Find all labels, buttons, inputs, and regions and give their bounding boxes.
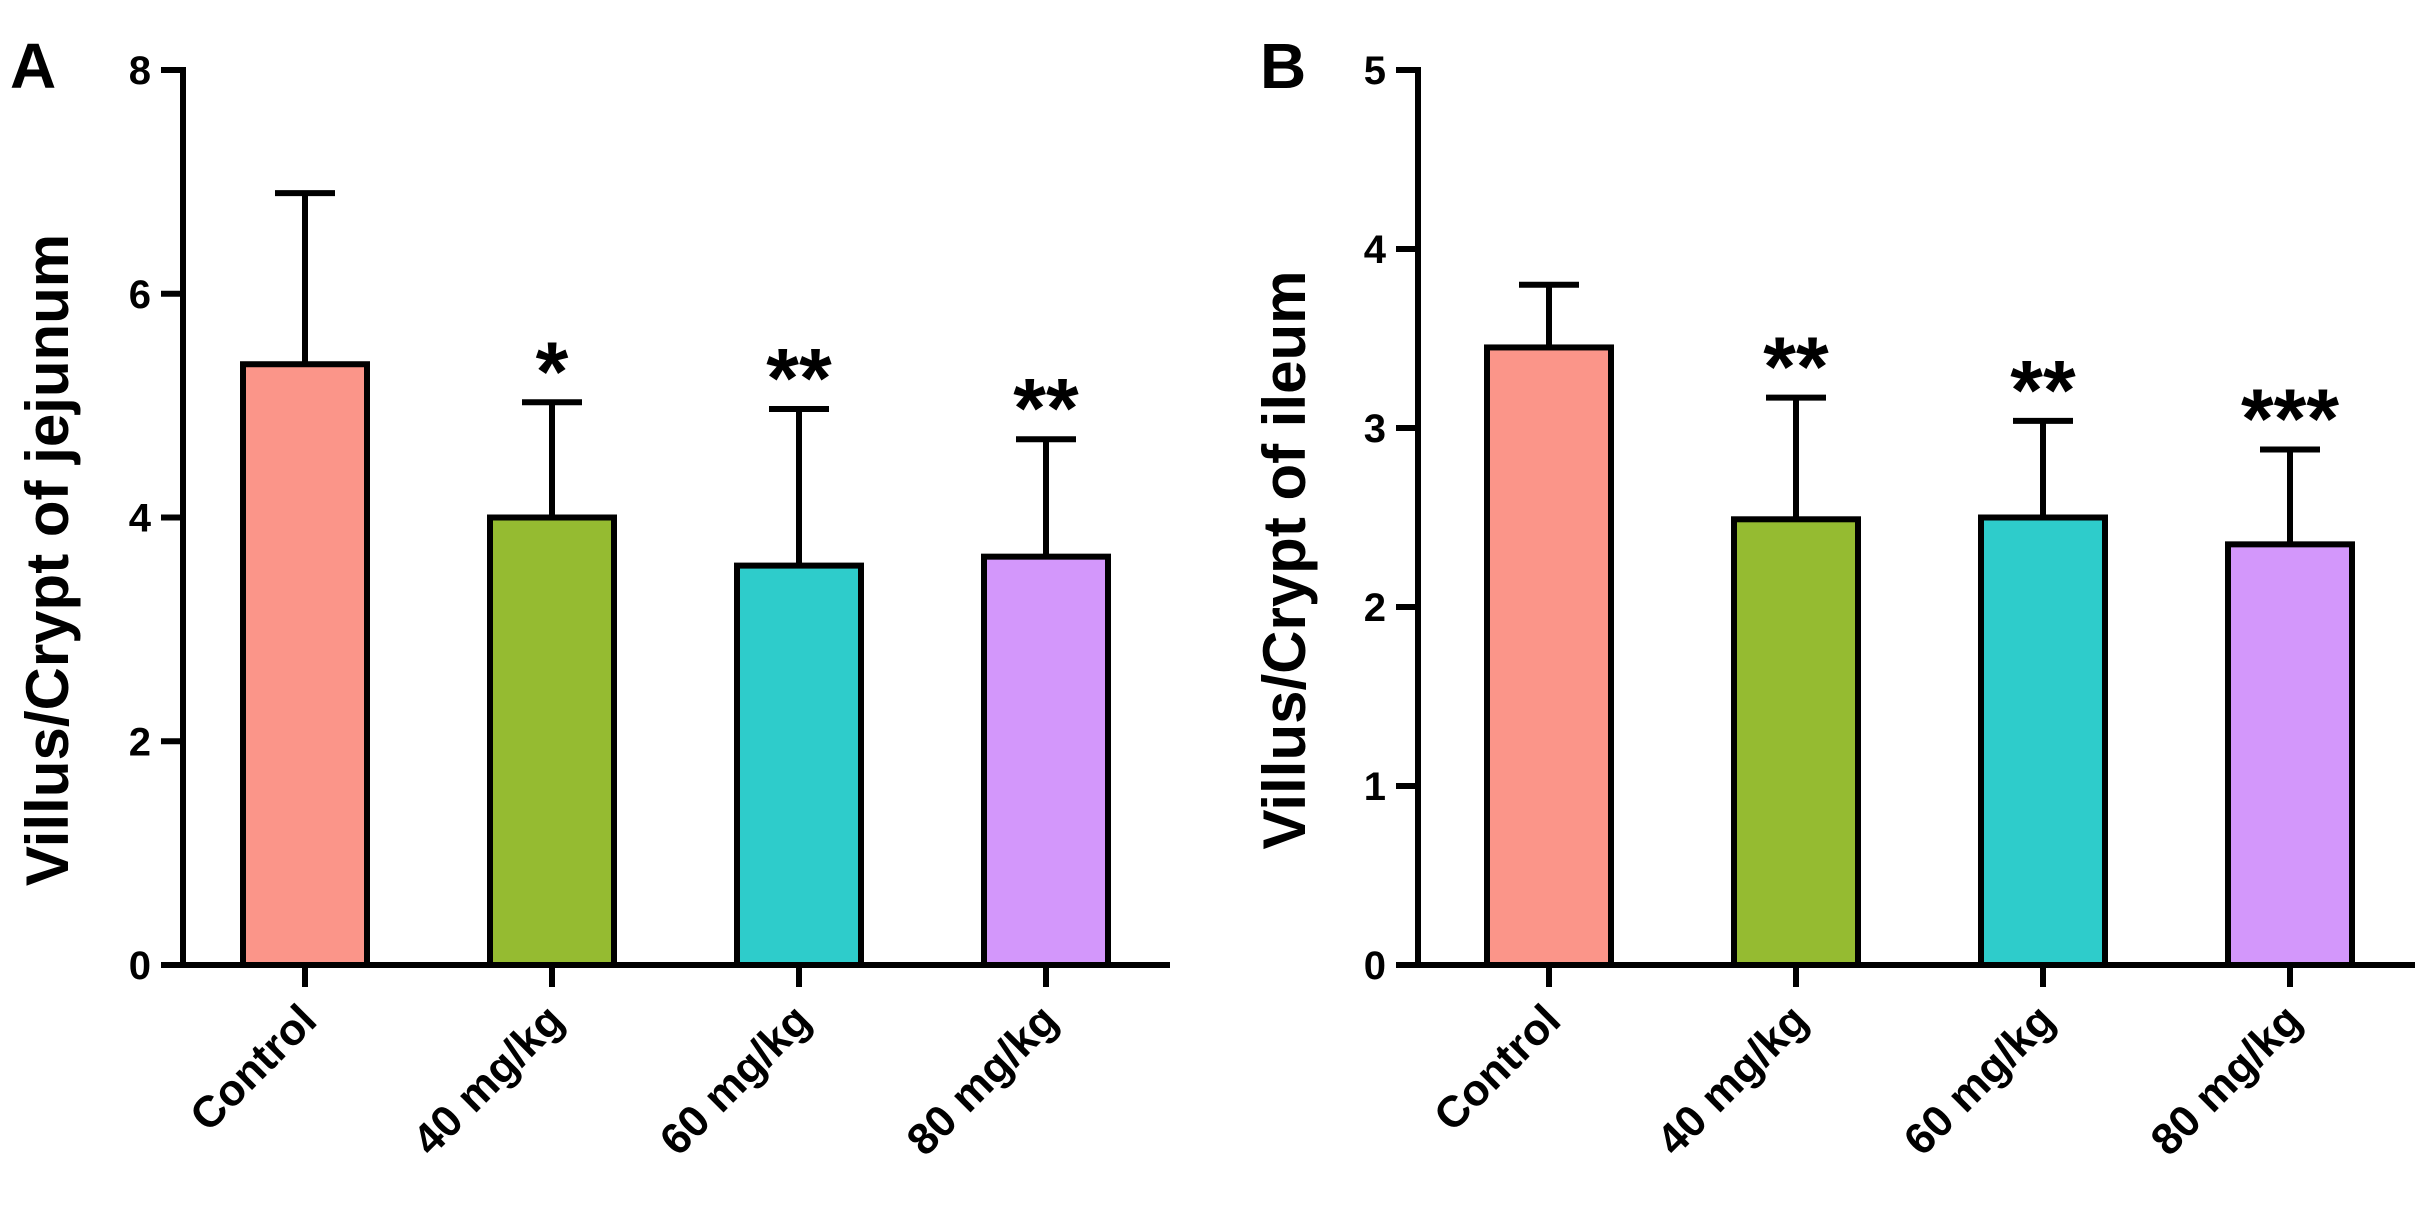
significance-mark: ** <box>1763 320 1829 414</box>
y-tick-label: 2 <box>129 720 151 764</box>
bar <box>1978 514 2108 968</box>
significance-mark: * <box>536 324 569 418</box>
significance-mark: *** <box>2241 371 2339 465</box>
panel-letter: B <box>1260 30 1306 102</box>
y-tick-label: 0 <box>1364 944 1386 988</box>
bar <box>1731 516 1861 968</box>
x-tick-label: Control <box>1425 995 1570 1140</box>
bar <box>487 514 617 968</box>
y-tick-label: 2 <box>1364 586 1386 630</box>
x-tick-label: 80 mg/kg <box>898 995 1068 1165</box>
panel-a-jejunum: A Villus/Crypt of jejunum 0 2 4 6 8 Control * 40 … <box>10 30 1170 1165</box>
x-tick-label: 60 mg/kg <box>1895 995 2065 1165</box>
bar <box>240 361 370 968</box>
bar <box>2225 541 2355 968</box>
significance-mark: ** <box>1013 361 1079 455</box>
bar <box>981 553 1111 968</box>
y-tick-label: 6 <box>129 273 151 317</box>
y-tick-label: 4 <box>1364 228 1387 272</box>
panel-letter: A <box>10 30 56 102</box>
y-tick-label: 3 <box>1364 407 1386 451</box>
x-tick-label: Control <box>181 995 326 1140</box>
y-tick-label: 5 <box>1364 49 1386 93</box>
significance-mark: ** <box>766 331 832 425</box>
x-tick-label: 40 mg/kg <box>1648 995 1818 1165</box>
y-tick-label: 8 <box>129 49 151 93</box>
x-tick-label: 40 mg/kg <box>404 995 574 1165</box>
y-axis-label: Villus/Crypt of ileum <box>1251 271 1318 850</box>
x-tick-label: 60 mg/kg <box>651 995 821 1165</box>
panel-b-ileum: B Villus/Crypt of ileum 0 1 2 3 4 5 Control ** 40 … <box>1251 30 2415 1165</box>
y-tick-label: 4 <box>129 497 152 541</box>
x-tick-label: 80 mg/kg <box>2142 995 2312 1165</box>
bar <box>734 562 864 968</box>
bar <box>1484 344 1614 968</box>
y-axis-label: Villus/Crypt of jejunum <box>14 234 81 886</box>
significance-mark: ** <box>2010 343 2076 437</box>
y-tick-label: 1 <box>1364 765 1386 809</box>
y-tick-label: 0 <box>129 944 151 988</box>
